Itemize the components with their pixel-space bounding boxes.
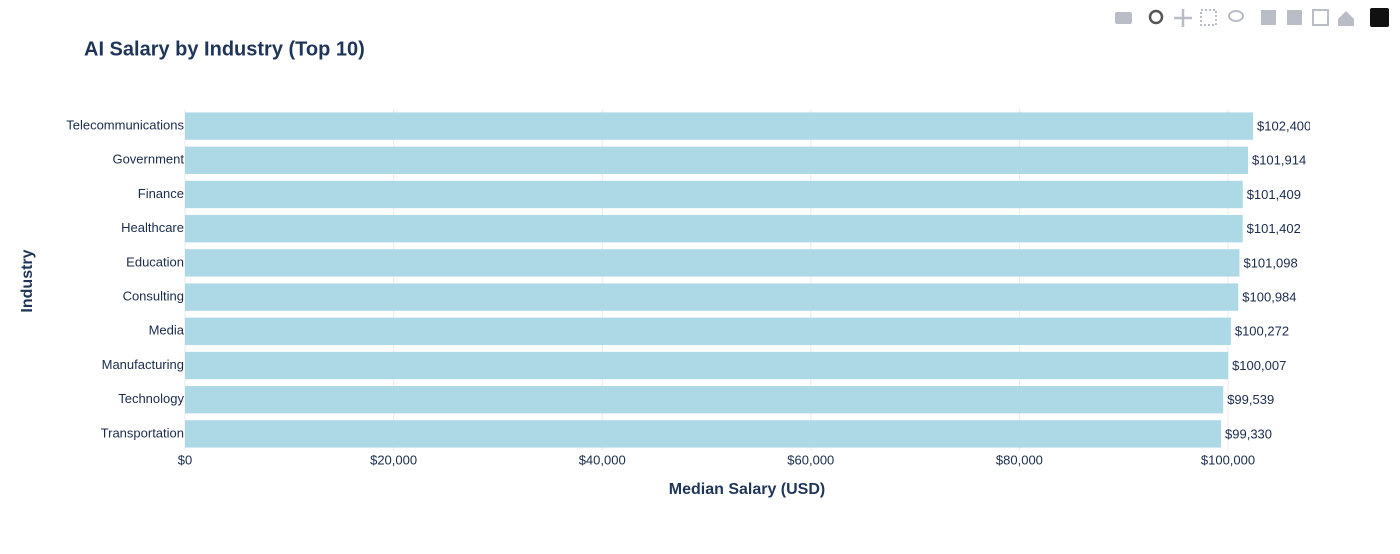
value-label: $100,984 xyxy=(1242,290,1296,305)
y-axis-title: Industry xyxy=(19,249,36,312)
y-tick-label: Technology xyxy=(118,391,184,406)
bar xyxy=(185,351,1229,380)
bar-layer: $102,400 $101,914 $101,409 $101,402 $101,098… xyxy=(185,112,1311,448)
y-tick-label: Education xyxy=(126,254,184,269)
y-tick-label: Healthcare xyxy=(121,220,184,235)
y-tick-label: Consulting xyxy=(123,289,184,304)
box-select-icon[interactable] xyxy=(1200,9,1217,26)
value-label: $99,330 xyxy=(1225,426,1272,441)
y-tick-label: Media xyxy=(149,323,185,338)
bar xyxy=(185,386,1224,414)
value-label: $101,402 xyxy=(1247,221,1301,236)
chart-title: AI Salary by Industry (Top 10) xyxy=(84,38,365,60)
bar xyxy=(185,112,1254,140)
autoscale-icon[interactable] xyxy=(1312,9,1329,26)
x-tick-label: $0 xyxy=(178,452,192,467)
bar xyxy=(185,215,1243,243)
y-tick-label: Transportation xyxy=(101,425,184,440)
bar xyxy=(185,146,1248,174)
y-tick-label: Manufacturing xyxy=(102,357,184,372)
zoom-in-icon[interactable] xyxy=(1261,10,1276,25)
reset-icon[interactable] xyxy=(1338,11,1354,26)
pan-icon[interactable] xyxy=(1174,9,1192,27)
zoom-icon[interactable] xyxy=(1148,9,1164,25)
plotly-logo[interactable] xyxy=(1370,8,1389,27)
x-tick-label: $100,000 xyxy=(1201,452,1255,467)
y-tick-label: Finance xyxy=(138,186,184,201)
label-layer: $0 $20,000 $40,000 $60,000 $80,000 $100,000 Te… xyxy=(66,118,1255,468)
x-tick-label: $60,000 xyxy=(787,452,834,467)
camera-icon[interactable] xyxy=(1115,12,1132,24)
value-label: $100,007 xyxy=(1232,358,1286,373)
value-label: $99,539 xyxy=(1227,392,1274,407)
value-label: $100,272 xyxy=(1235,324,1289,339)
lasso-icon[interactable] xyxy=(1228,10,1244,22)
bar xyxy=(185,180,1243,209)
bar xyxy=(185,283,1239,311)
value-label: $101,914 xyxy=(1252,153,1306,168)
x-tick-label: $20,000 xyxy=(370,452,417,467)
value-label: $101,098 xyxy=(1243,255,1297,270)
bar xyxy=(185,420,1222,448)
y-tick-label: Government xyxy=(112,152,184,167)
x-tick-label: $80,000 xyxy=(996,452,1043,467)
value-label: $102,400 xyxy=(1257,119,1311,134)
y-tick-label: Telecommunications xyxy=(66,118,184,133)
zoom-out-icon[interactable] xyxy=(1287,10,1302,25)
value-label: $101,409 xyxy=(1247,187,1301,202)
toolbar xyxy=(1115,8,1389,27)
x-tick-label: $40,000 xyxy=(579,452,626,467)
bar xyxy=(185,317,1231,345)
bar xyxy=(185,249,1240,277)
x-axis-title: Median Salary (USD) xyxy=(669,481,825,498)
